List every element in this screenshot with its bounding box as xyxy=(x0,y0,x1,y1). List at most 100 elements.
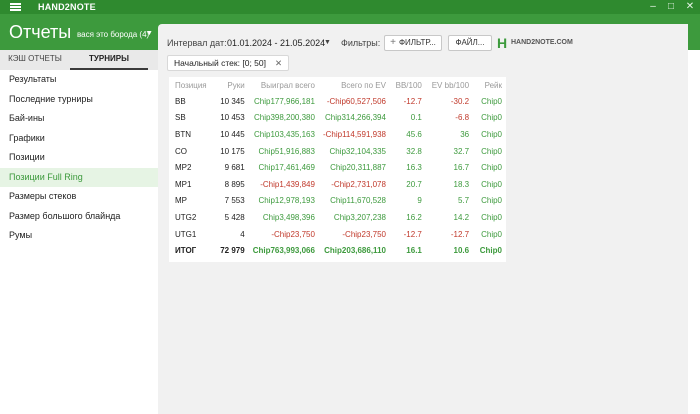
table-row[interactable]: UTG1 4 -Chip23,750 -Chip23,750 -12.7 -12.7 Chi… xyxy=(169,226,506,243)
table-cell: SB xyxy=(175,113,186,123)
table-cell: MP1 xyxy=(175,179,192,189)
report-tabs: КЭШ ОТЧЕТЫ ТУРНИРЫ xyxy=(0,50,158,70)
close-icon[interactable]: ✕ xyxy=(685,1,695,12)
add-filter-button[interactable]: + ФИЛЬТР... xyxy=(384,35,442,51)
table-cell: Chip177,966,181 xyxy=(254,96,315,106)
table-cell: 10 445 xyxy=(220,129,245,139)
column-header[interactable]: BB/100 xyxy=(395,80,422,90)
tab-cash-reports[interactable]: КЭШ ОТЧЕТЫ xyxy=(8,54,62,63)
table-cell: Chip0 xyxy=(481,96,502,106)
table-header-row: Позиция Руки Выиграл всего Всего по EV B… xyxy=(169,77,506,93)
chevron-down-icon[interactable]: ▼ xyxy=(324,39,331,46)
column-header[interactable]: Выиграл всего xyxy=(260,80,315,90)
report-menu: Результаты Последние турниры Бай-ины Гра… xyxy=(0,70,158,246)
table-row[interactable]: UTG2 5 428 Chip3,498,396 Chip3,207,238 16.2 1… xyxy=(169,209,506,226)
menu-item-stack-sizes[interactable]: Размеры стеков xyxy=(9,191,77,201)
menu-item-big-blind-size[interactable]: Размер большого блайнда xyxy=(9,210,121,221)
table-cell: Chip51,916,883 xyxy=(258,146,315,156)
table-cell: -Chip114,591,938 xyxy=(322,129,386,139)
table-cell: 0.1 xyxy=(410,113,422,123)
menu-item-results[interactable]: Результаты xyxy=(9,74,57,84)
table-cell: Chip0 xyxy=(481,229,502,239)
table-cell: Chip0 xyxy=(481,163,502,173)
table-cell: Chip32,104,335 xyxy=(329,146,386,156)
table-row[interactable]: MP1 8 895 -Chip1,439,849 -Chip2,731,078 20.7… xyxy=(169,176,506,193)
tab-tournaments[interactable]: ТУРНИРЫ xyxy=(70,50,148,70)
table-cell: 16.2 xyxy=(406,212,422,222)
start-stack-filter-chip: Начальный стек: [0; 50] ✕ xyxy=(167,55,290,71)
chip-label: Начальный стек: [0; 50] xyxy=(174,58,266,68)
table-row[interactable]: CO 10 175 Chip51,916,883 Chip32,104,335 32.8… xyxy=(169,143,506,160)
table-cell: Chip398,200,380 xyxy=(254,113,315,123)
table-cell: 32.8 xyxy=(406,146,422,156)
table-row[interactable]: MP2 9 681 Chip17,461,469 Chip20,311,887 16.3… xyxy=(169,159,506,176)
table-cell: CO xyxy=(175,146,187,156)
column-header[interactable]: EV bb/100 xyxy=(431,80,470,90)
player-selector[interactable]: вася это борода (4) xyxy=(77,30,150,39)
menu-item-graphs[interactable]: Графики xyxy=(9,132,45,143)
table-cell: 5 428 xyxy=(224,212,245,222)
table-cell: 5.7 xyxy=(457,196,470,206)
table-cell: Chip20,311,887 xyxy=(330,163,386,173)
table-row[interactable]: SB 10 453 Chip398,200,380 Chip314,266,394 0.… xyxy=(169,110,506,127)
app-name: HAND2NOTE xyxy=(38,2,96,12)
table-cell: -30.2 xyxy=(450,96,470,106)
table-cell: 18.3 xyxy=(453,179,470,189)
table-cell: Chip203,686,110 xyxy=(324,246,386,256)
column-header[interactable]: Рейк xyxy=(484,80,502,90)
table-cell: -Chip1,439,849 xyxy=(260,179,315,189)
table-cell: 32.7 xyxy=(453,146,470,156)
table-cell: 9 681 xyxy=(224,163,245,173)
column-header[interactable]: Руки xyxy=(227,80,245,90)
table-cell: 16.7 xyxy=(453,163,470,173)
table-total-row[interactable]: ИТОГ 72 979 Chip763,993,066 Chip203,686,110… xyxy=(169,242,506,259)
table-cell: 10.6 xyxy=(453,246,470,256)
menu-item-rooms[interactable]: Румы xyxy=(9,230,33,240)
table-cell: 72 979 xyxy=(220,246,245,256)
menu-item-recent-tournaments[interactable]: Последние турниры xyxy=(9,93,93,104)
filters-label: Фильтры: xyxy=(341,38,381,48)
table-cell: Chip0 xyxy=(481,196,502,206)
table-cell: Chip763,993,066 xyxy=(252,246,315,256)
main-content: Интервал дат: 01.01.2024 - 21.05.2024 ▼ … xyxy=(158,24,688,414)
table-cell: UTG1 xyxy=(175,229,197,239)
maximize-icon[interactable]: □ xyxy=(667,1,675,12)
table-cell: Chip3,207,238 xyxy=(333,212,386,222)
table-cell: Chip3,498,396 xyxy=(262,212,315,222)
menu-item-positions-full-ring[interactable]: Позиции Full Ring xyxy=(0,167,158,187)
logo-icon: H xyxy=(497,35,508,51)
table-cell: -12.7 xyxy=(450,229,470,239)
table-cell: ИТОГ xyxy=(175,246,197,256)
table-cell: Chip0 xyxy=(481,212,502,222)
table-row[interactable]: MP 7 553 Chip12,978,193 Chip11,670,528 9 5.7 C… xyxy=(169,193,506,210)
minimize-icon[interactable]: – xyxy=(650,1,656,12)
menu-item-buy-ins[interactable]: Бай-ины xyxy=(9,113,45,123)
table-cell: Chip0 xyxy=(481,179,502,189)
table-row[interactable]: BB 10 345 Chip177,966,181 -Chip60,527,506 -1… xyxy=(169,93,506,110)
column-header[interactable]: Всего по EV xyxy=(341,80,386,90)
plus-icon: + xyxy=(390,37,396,48)
table-cell: -12.7 xyxy=(403,229,422,239)
table-cell: UTG2 xyxy=(175,212,197,222)
table-row[interactable]: BTN 10 445 Chip103,435,163 -Chip114,591,938… xyxy=(169,126,506,143)
table-cell: 4 xyxy=(240,229,245,239)
column-header[interactable]: Позиция xyxy=(175,80,207,90)
logo-text: HAND2NOTE.COM xyxy=(511,39,573,46)
table-cell: MP xyxy=(175,196,187,206)
table-cell: 8 895 xyxy=(224,179,245,189)
date-range-selector[interactable]: 01.01.2024 - 21.05.2024 xyxy=(227,38,326,48)
table-cell: Chip0 xyxy=(481,146,502,156)
table-cell: 10 345 xyxy=(220,96,245,106)
table-cell: 16.3 xyxy=(406,163,422,173)
chevron-down-icon[interactable]: ▼ xyxy=(146,30,153,37)
table-cell: -6.8 xyxy=(455,113,470,123)
table-cell: BB xyxy=(175,96,186,106)
hamburger-menu-icon[interactable] xyxy=(10,3,21,11)
menu-item-positions[interactable]: Позиции xyxy=(9,152,45,162)
table-cell: -Chip2,731,078 xyxy=(331,179,386,189)
close-icon[interactable]: ✕ xyxy=(274,58,283,68)
table-cell: Chip12,978,193 xyxy=(258,196,315,206)
table-cell: Chip0 xyxy=(481,129,502,139)
table-cell: -Chip23,750 xyxy=(271,229,315,239)
file-button[interactable]: ФАЙЛ... xyxy=(448,35,492,51)
